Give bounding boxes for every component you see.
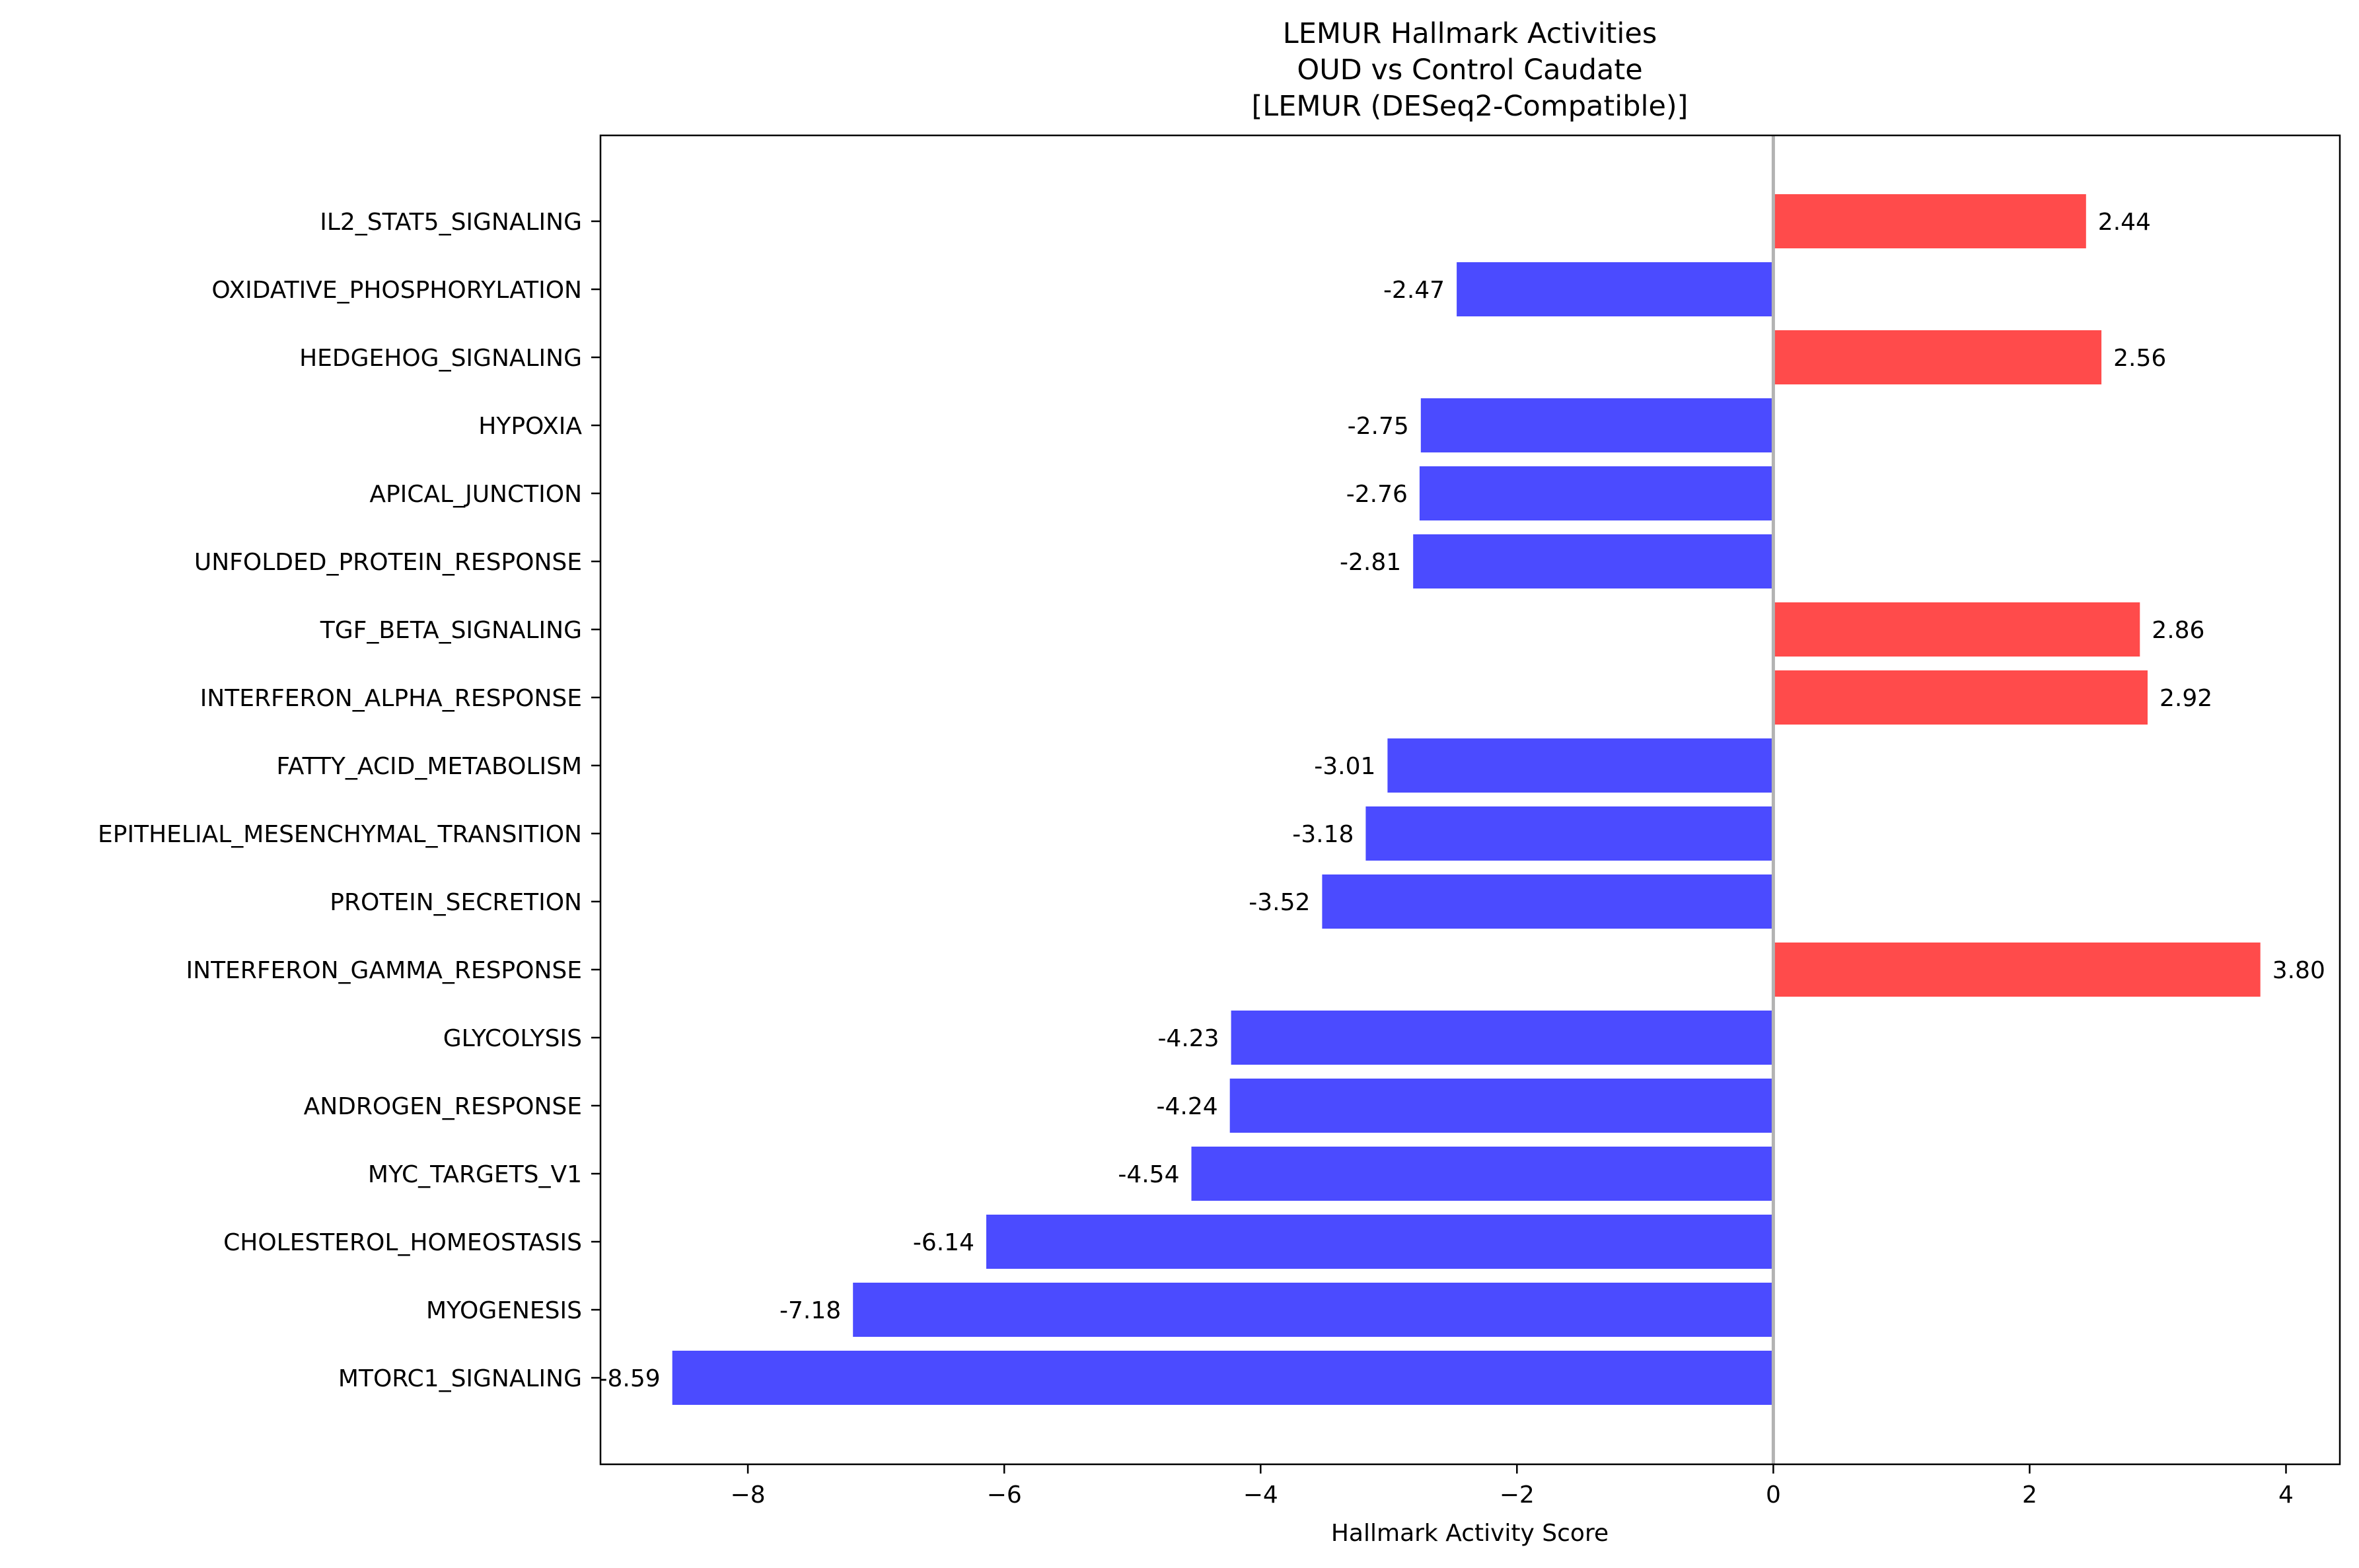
y-tick-label: UNFOLDED_PROTEIN_RESPONSE: [194, 549, 582, 576]
y-tick-label: INTERFERON_GAMMA_RESPONSE: [186, 957, 582, 984]
bar-hedgehog-signaling: [1773, 330, 2102, 384]
x-tick-label: 2: [2022, 1481, 2037, 1509]
y-tick-label: IL2_STAT5_SIGNALING: [320, 209, 582, 236]
y-axis: IL2_STAT5_SIGNALING OXIDATIVE_PHOSPHORYLA…: [98, 209, 600, 1392]
y-tick-label: PROTEIN_SECRETION: [330, 889, 582, 916]
y-tick-label: MYOGENESIS: [426, 1297, 582, 1324]
bar-interferon-alpha-response: [1773, 670, 2148, 725]
bar-fatty-acid-metabolism: [1387, 738, 1774, 793]
x-tick-label: −8: [731, 1481, 766, 1509]
bar-il2-stat5-signaling: [1773, 194, 2086, 248]
y-tick-label: FATTY_ACID_METABOLISM: [276, 753, 582, 780]
y-tick-label: TGF_BETA_SIGNALING: [320, 617, 582, 644]
bar-mtorc1-signaling: [672, 1351, 1774, 1405]
value-label: -3.52: [1249, 889, 1310, 916]
value-label: -6.14: [913, 1229, 974, 1256]
value-label: -3.18: [1292, 821, 1354, 848]
x-tick-label: −2: [1500, 1481, 1535, 1509]
y-tick-label: APICAL_JUNCTION: [369, 481, 582, 508]
value-label: 2.44: [2098, 209, 2151, 236]
chart-title-line-2: OUD vs Control Caudate: [1297, 53, 1642, 87]
value-label: -4.24: [1157, 1093, 1218, 1120]
value-label: -2.81: [1340, 549, 1401, 576]
value-label: 2.92: [2159, 685, 2212, 712]
bar-epithelial-mesenchymal-transition: [1365, 806, 1774, 861]
value-labels-group: 2.44 -2.47 2.56 -2.75 -2.76 -2.81 2.86 2.92 -3.0…: [599, 209, 2325, 1392]
y-tick-label: ANDROGEN_RESPONSE: [304, 1093, 582, 1120]
plot-frame: [599, 134, 2341, 1466]
x-tick-label: −6: [987, 1481, 1022, 1509]
value-label: 2.86: [2152, 617, 2204, 644]
x-axis: −8 −6 −4 −2 0 2 4: [731, 1464, 2294, 1509]
bar-glycolysis: [1231, 1011, 1774, 1065]
bar-androgen-response: [1229, 1079, 1774, 1133]
y-tick-label: MYC_TARGETS_V1: [368, 1161, 582, 1188]
y-tick-label: HEDGEHOG_SIGNALING: [299, 345, 582, 372]
value-label: -7.18: [780, 1297, 841, 1324]
bar-oxidative-phosphorylation: [1457, 262, 1774, 316]
x-axis-label: Hallmark Activity Score: [1331, 1520, 1609, 1547]
y-tick-label: GLYCOLYSIS: [443, 1025, 582, 1052]
y-tick-label: HYPOXIA: [478, 413, 582, 440]
bar-interferon-gamma-response: [1773, 943, 2261, 997]
x-tick-label: 4: [2278, 1481, 2294, 1509]
value-label: -2.47: [1383, 277, 1445, 304]
bar-apical-junction: [1419, 466, 1774, 520]
value-label: 3.80: [2272, 957, 2325, 984]
chart-title-line-3: [LEMUR (DESeq2-Compatible)]: [1252, 90, 1688, 123]
y-tick-label: INTERFERON_ALPHA_RESPONSE: [200, 685, 582, 712]
value-label: -4.23: [1157, 1025, 1219, 1052]
y-tick-label: CHOLESTEROL_HOMEOSTASIS: [223, 1229, 582, 1256]
value-label: -8.59: [599, 1365, 661, 1392]
x-tick-label: −4: [1243, 1481, 1278, 1509]
value-label: 2.56: [2113, 345, 2166, 372]
y-tick-label: OXIDATIVE_PHOSPHORYLATION: [211, 277, 582, 304]
bar-unfolded-protein-response: [1413, 534, 1774, 588]
y-tick-label: EPITHELIAL_MESENCHYMAL_TRANSITION: [98, 821, 582, 848]
bar-protein-secretion: [1322, 874, 1774, 929]
bar-myc-targets-v1: [1191, 1147, 1774, 1201]
bar-hypoxia: [1420, 398, 1774, 452]
bar-tgf-beta-signaling: [1773, 602, 2140, 657]
bar-cholesterol-homeostasis: [986, 1215, 1774, 1269]
bar-myogenesis: [853, 1283, 1774, 1337]
y-tick-label: MTORC1_SIGNALING: [338, 1365, 582, 1392]
value-label: -3.01: [1314, 753, 1375, 780]
x-tick-label: 0: [1766, 1481, 1781, 1509]
value-label: -4.54: [1118, 1161, 1179, 1188]
bars-group: [672, 194, 2261, 1405]
chart-title-line-1: LEMUR Hallmark Activities: [1283, 17, 1657, 50]
value-label: -2.76: [1346, 481, 1408, 508]
value-label: -2.75: [1348, 413, 1409, 440]
